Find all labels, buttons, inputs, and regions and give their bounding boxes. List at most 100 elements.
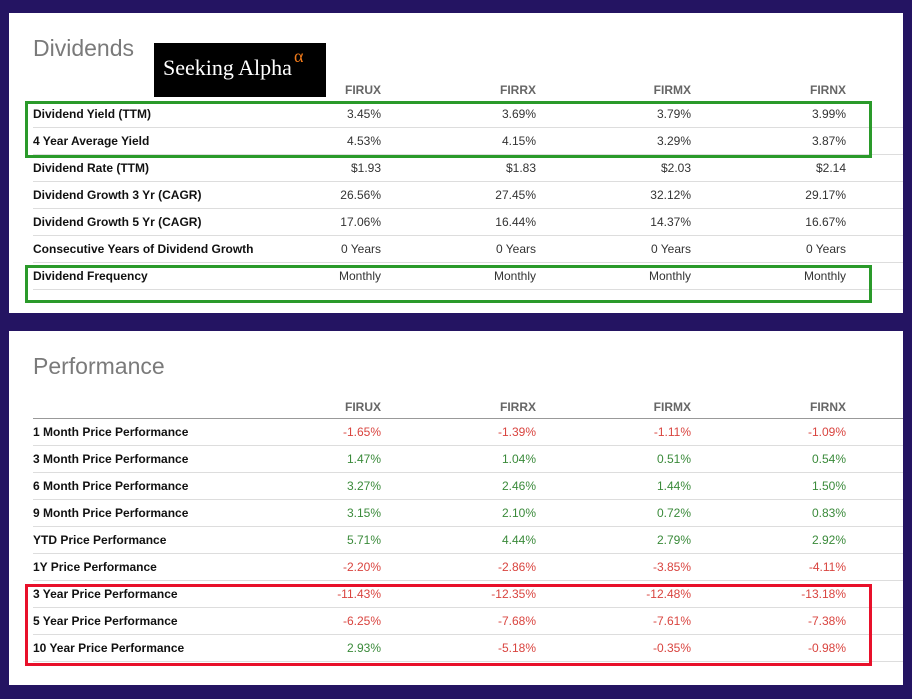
row-label: Consecutive Years of Dividend Growth xyxy=(33,235,254,263)
table-row: YTD Price Performance 5.71% 4.44% 2.79% 2.92… xyxy=(33,526,903,554)
cell-value: 14.37% xyxy=(536,208,691,236)
cell-value: 29.17% xyxy=(691,181,846,209)
cell-value: 27.45% xyxy=(381,181,536,209)
column-header-firrx[interactable]: FIRRX xyxy=(500,400,536,414)
cell-value: 2.79% xyxy=(536,526,691,554)
cell-value: 5.71% xyxy=(226,526,381,554)
cell-value: -6.25% xyxy=(226,607,381,635)
cell-value: 3.15% xyxy=(226,499,381,527)
cell-value: 0 Years xyxy=(536,235,691,263)
table-row: Dividend Growth 3 Yr (CAGR) 26.56% 27.45% 3… xyxy=(33,181,903,209)
row-label: 1 Month Price Performance xyxy=(33,418,226,446)
cell-value: $2.14 xyxy=(691,154,846,182)
header-row: FIRUX FIRRX FIRMX FIRNX xyxy=(33,79,903,101)
header-row: FIRUX FIRRX FIRMX FIRNX xyxy=(33,396,903,419)
cell-value: -7.68% xyxy=(381,607,536,635)
dividend-frequency-highlight xyxy=(25,265,872,303)
cell-value: 3.99% xyxy=(691,101,846,128)
column-header-firux[interactable]: FIRUX xyxy=(345,400,381,414)
cell-value: -2.86% xyxy=(381,553,536,581)
cell-value: 0 Years xyxy=(691,235,846,263)
column-header-firnx[interactable]: FIRNX xyxy=(810,400,846,414)
cell-value: -2.20% xyxy=(226,553,381,581)
table-row: 9 Month Price Performance 3.15% 2.10% 0.72%… xyxy=(33,499,903,527)
cell-value: 2.46% xyxy=(381,472,536,500)
cell-value: 3.79% xyxy=(536,101,691,128)
column-header-firnx[interactable]: FIRNX xyxy=(810,83,846,97)
row-label: 9 Month Price Performance xyxy=(33,499,226,527)
table-row: Dividend Yield (TTM) 3.45% 3.69% 3.79% 3.99% xyxy=(33,101,903,128)
cell-value: 16.67% xyxy=(691,208,846,236)
table-row: 1 Month Price Performance -1.65% -1.39% -1.… xyxy=(33,418,903,446)
cell-value: $1.93 xyxy=(226,154,381,182)
cell-value: 26.56% xyxy=(226,181,381,209)
cell-value: -7.61% xyxy=(536,607,691,635)
cell-value: 3.87% xyxy=(691,127,846,155)
row-label: Dividend Yield (TTM) xyxy=(33,101,226,128)
cell-value: 3.29% xyxy=(536,127,691,155)
cell-value: $2.03 xyxy=(536,154,691,182)
cell-value: -5.18% xyxy=(381,634,536,662)
table-row: 3 Month Price Performance 1.47% 1.04% 0.51%… xyxy=(33,445,903,473)
cell-value: 2.92% xyxy=(691,526,846,554)
table-row: Consecutive Years of Dividend Growth 0 Ye… xyxy=(33,235,903,263)
cell-value: 17.06% xyxy=(226,208,381,236)
cell-value: 0.83% xyxy=(691,499,846,527)
cell-value: -0.98% xyxy=(691,634,846,662)
cell-value: 0 Years xyxy=(381,235,536,263)
cell-value: -1.09% xyxy=(691,418,846,446)
table-row: 6 Month Price Performance 3.27% 2.46% 1.44%… xyxy=(33,472,903,500)
cell-value: $1.83 xyxy=(381,154,536,182)
cell-value: 3.69% xyxy=(381,101,536,128)
cell-value: 1.47% xyxy=(226,445,381,473)
dividend-yield-highlight xyxy=(25,101,872,158)
column-header-firmx[interactable]: FIRMX xyxy=(653,83,691,97)
cell-value: -4.11% xyxy=(691,553,846,581)
cell-value: 16.44% xyxy=(381,208,536,236)
dividends-table: FIRUX FIRRX FIRMX FIRNX Dividend Yield (TTM)… xyxy=(33,79,903,290)
row-label: YTD Price Performance xyxy=(33,526,226,554)
row-label: Dividend Rate (TTM) xyxy=(33,154,226,182)
cell-value: -3.85% xyxy=(536,553,691,581)
table-row: Dividend Rate (TTM) $1.93 $1.83 $2.03 $2.14 xyxy=(33,154,903,182)
cell-value: -1.39% xyxy=(381,418,536,446)
cell-value: 0.72% xyxy=(536,499,691,527)
cell-value: 1.04% xyxy=(381,445,536,473)
row-label: 3 Month Price Performance xyxy=(33,445,226,473)
seeking-alpha-logo: Seeking Alpha α xyxy=(154,43,326,97)
table-row: 1Y Price Performance -2.20% -2.86% -3.85% -4… xyxy=(33,553,903,581)
row-label: Dividend Growth 3 Yr (CAGR) xyxy=(33,181,226,209)
cell-value: 0.51% xyxy=(536,445,691,473)
column-header-firux[interactable]: FIRUX xyxy=(345,83,381,97)
table-row: 5 Year Price Performance -6.25% -7.68% -7.6… xyxy=(33,607,903,635)
cell-value: 4.44% xyxy=(381,526,536,554)
cell-value: -7.38% xyxy=(691,607,846,635)
dividends-panel: Dividends Seeking Alpha α FIRUX FIRRX FIRMX… xyxy=(9,13,903,313)
column-header-firrx[interactable]: FIRRX xyxy=(500,83,536,97)
cell-value: 3.27% xyxy=(226,472,381,500)
cell-value: 4.53% xyxy=(226,127,381,155)
column-header-firmx[interactable]: FIRMX xyxy=(653,400,691,414)
performance-title: Performance xyxy=(33,353,165,379)
row-label: 10 Year Price Performance xyxy=(33,634,226,662)
long-term-performance-highlight xyxy=(25,584,872,666)
dividends-title: Dividends xyxy=(33,35,134,61)
cell-value: -1.65% xyxy=(226,418,381,446)
cell-value: 3.45% xyxy=(226,101,381,128)
row-label: 1Y Price Performance xyxy=(33,553,226,581)
cell-value: 0.54% xyxy=(691,445,846,473)
row-label: 5 Year Price Performance xyxy=(33,607,226,635)
row-label: 4 Year Average Yield xyxy=(33,127,226,155)
cell-value: 1.50% xyxy=(691,472,846,500)
cell-value: 2.93% xyxy=(226,634,381,662)
table-row: 4 Year Average Yield 4.53% 4.15% 3.29% 3.87% xyxy=(33,127,903,155)
cell-value: 1.44% xyxy=(536,472,691,500)
cell-value: 32.12% xyxy=(536,181,691,209)
cell-value: -1.11% xyxy=(536,418,691,446)
table-row: Dividend Growth 5 Yr (CAGR) 17.06% 16.44% 1… xyxy=(33,208,903,236)
cell-value: 4.15% xyxy=(381,127,536,155)
table-row: 10 Year Price Performance 2.93% -5.18% -0.3… xyxy=(33,634,903,662)
cell-value: -0.35% xyxy=(536,634,691,662)
table-row: Dividend Frequency Monthly Monthly Monthly M… xyxy=(33,262,903,290)
row-label: Dividend Growth 5 Yr (CAGR) xyxy=(33,208,226,236)
